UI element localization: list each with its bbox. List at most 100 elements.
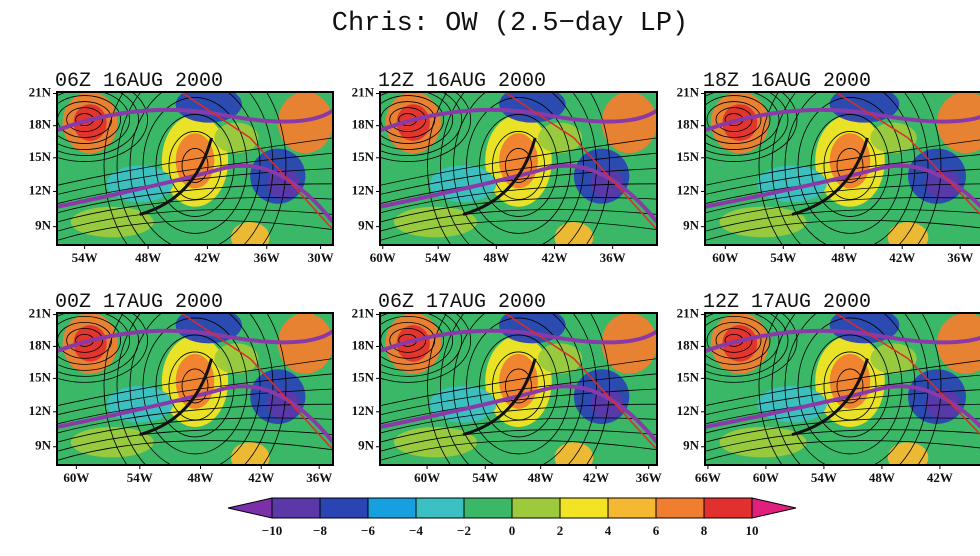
lat-label: 15N [677,149,700,164]
lat-label: 9N [358,438,375,453]
streamline [758,313,942,465]
streamline [705,92,789,156]
streamline [427,313,610,465]
streamline [129,313,261,465]
field-blob [870,343,917,374]
streamline [771,313,929,465]
trough-axis [139,358,214,437]
field-blob [887,442,929,465]
streamline [705,220,980,241]
colorbar-label: −10 [262,523,282,538]
wave-band [380,163,657,224]
lat-label: 18N [677,117,700,132]
lon-label: 36W [600,250,626,265]
streamline [389,327,427,353]
streamline [57,313,148,383]
red-line [180,313,251,360]
lon-label: 60W [414,470,440,485]
lat-label: 15N [29,369,52,384]
streamline [380,313,463,377]
colorbar-box [367,497,417,519]
map-frame [704,312,980,466]
lon-label: 54W [425,250,451,265]
trough-axis [462,358,537,437]
streamline [453,313,584,465]
map-panel [705,313,980,465]
lat-label: 12N [29,403,52,418]
streamline [705,139,980,186]
field-blob [719,427,807,458]
lat-label: 21N [677,306,700,321]
streamline [380,92,472,162]
lat-label: 12N [352,182,375,197]
lat-label: 21N [29,85,52,100]
red-line [249,358,333,451]
colorbar-label: 0 [509,523,516,538]
field-blob [537,122,583,154]
colorbar-box [415,497,465,519]
field-blob [393,206,477,238]
streamline [440,313,597,465]
red-line [907,358,980,436]
lat-label: 9N [35,218,52,233]
lat-label: 9N [358,218,375,233]
colorbar-arrow [751,497,797,519]
lat-label: 21N [29,306,52,321]
streamline [836,368,864,404]
red-line [504,313,575,360]
lat-label: 15N [352,149,375,164]
streamline [758,92,942,245]
colorbar-arrow [227,497,273,519]
streamline [440,92,597,245]
field-blob [601,92,657,154]
streamline [380,197,657,223]
lon-label: 54W [770,250,796,265]
streamline [116,92,274,245]
streamline [380,209,657,232]
streamline [57,92,148,162]
colorbar-box [463,497,513,519]
field-blob [266,168,300,200]
lon-label: 36W [306,470,332,485]
streamline [380,92,463,156]
wave-band [705,328,980,353]
streamline [380,92,454,150]
wave-band [57,384,333,444]
lat-label: 18N [29,337,52,352]
field-blob [277,92,333,154]
streamline [380,440,657,461]
lat-label: 15N [29,149,52,164]
streamline [705,92,780,150]
streamline [57,313,139,377]
red-line [249,137,333,231]
lon-label: 36W [636,470,662,485]
colorbar-box [655,497,705,519]
lat-label: 21N [677,85,700,100]
streamline [181,148,209,183]
lon-label: 36W [254,250,280,265]
lon-label: 60W [370,250,396,265]
streamline [706,101,762,138]
colorbar-box [271,497,321,519]
streamline [453,92,584,245]
streamline [380,429,657,452]
colorbar-label: 2 [557,523,564,538]
wave-band [57,163,333,224]
colorbar-label: 4 [605,523,612,538]
streamline [57,137,333,186]
lon-label: 48W [869,470,895,485]
streamline [380,373,657,416]
lon-label: 60W [753,470,779,485]
panel-title: 06Z 16AUG 2000 [55,70,223,93]
map-panel [380,92,657,245]
map-frame [379,91,658,246]
lon-label: 48W [188,470,214,485]
colorbar-label: 10 [746,523,759,538]
streamline [66,107,103,132]
colorbar-box [607,497,657,519]
panel-title: 06Z 17AUG 2000 [378,291,546,314]
lon-label: 42W [583,470,609,485]
streamline [57,219,333,241]
colorbar-label: −8 [313,523,327,538]
streamline [103,313,287,465]
